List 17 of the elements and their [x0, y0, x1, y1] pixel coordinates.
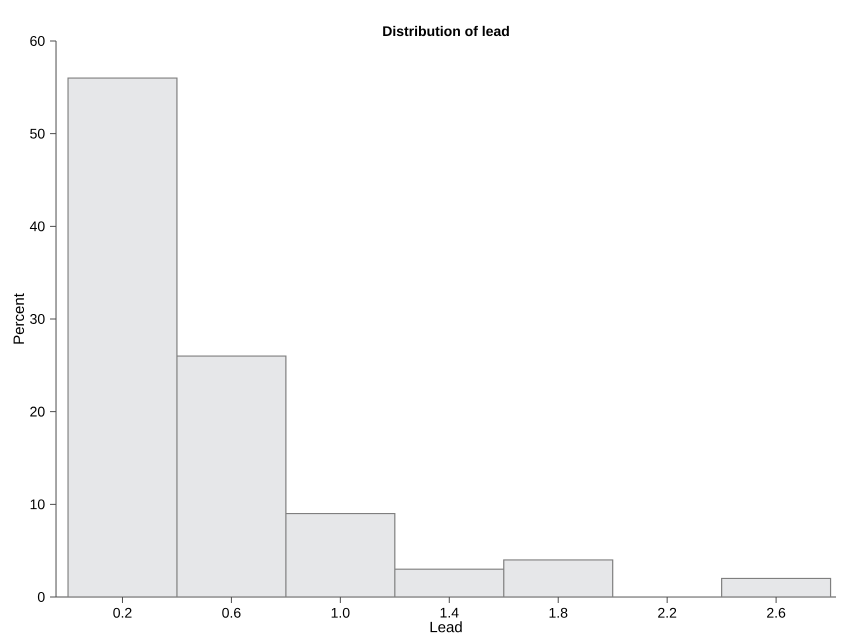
x-tick-label: 2.2 [658, 608, 676, 618]
x-tick-label: 0.6 [222, 608, 241, 618]
x-tick-label: 0.2 [113, 608, 132, 618]
chart-title: Distribution of lead [383, 26, 509, 36]
y-tick-label: 10 [30, 499, 45, 510]
y-tick-label: 60 [30, 36, 45, 46]
x-tick-label: 1.8 [550, 608, 568, 618]
y-tick-label: 30 [30, 314, 45, 324]
y-tick-label: 0 [38, 592, 45, 602]
y-tick-label: 20 [30, 406, 45, 417]
x-axis-title: Lead [430, 621, 462, 632]
y-tick-label: 50 [30, 128, 45, 139]
x-tick-label: 2.6 [767, 608, 786, 618]
y-tick-label: 40 [30, 221, 45, 232]
x-tick-label: 1.4 [440, 608, 459, 618]
y-axis-title: Percent [14, 293, 24, 344]
x-tick-label: 1.0 [332, 608, 350, 618]
